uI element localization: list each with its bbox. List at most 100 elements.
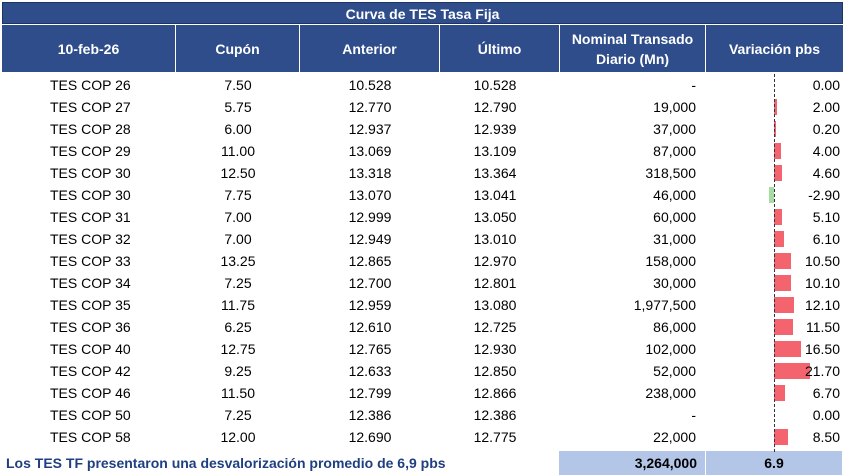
anterior-cell: 12.633	[348, 363, 392, 379]
table-row: TES COP 35 11.75 12.959 13.080 1,977,500 12.1…	[0, 294, 846, 316]
anterior-cell: 12.959	[348, 297, 392, 313]
average-variation: 6.9	[706, 451, 842, 475]
variacion-cell: 8.50	[812, 429, 840, 445]
anterior-cell: 12.700	[348, 275, 392, 291]
cupon-cell: 7.00	[224, 231, 252, 247]
variacion-cell: 0.20	[812, 121, 840, 137]
bond-name: TES COP 36	[50, 319, 131, 335]
variation-bar-positive	[774, 319, 793, 335]
table-row: TES COP 40 12.75 12.765 12.930 102,000 16.50	[0, 338, 846, 360]
cupon-cell: 11.75	[221, 297, 255, 313]
bond-name: TES COP 33	[50, 253, 131, 269]
variacion-cell: 6.10	[812, 231, 840, 247]
bond-name: TES COP 31	[50, 209, 131, 225]
ultimo-cell: 10.528	[473, 77, 517, 93]
nominal-cell: 31,000	[653, 231, 696, 247]
nominal-cell: 238,000	[645, 385, 696, 401]
variation-bar-positive	[774, 143, 781, 159]
table-row: TES COP 30 7.75 13.070 13.041 46,000 -2.90	[0, 184, 846, 206]
ultimo-cell: 13.041	[473, 187, 517, 203]
header-nominal-line1: Nominal Transado	[571, 30, 694, 47]
bond-name: TES COP 30	[50, 165, 131, 181]
variation-bar-positive	[774, 121, 776, 137]
variation-bar-positive	[774, 297, 794, 313]
table-row: TES COP 34 7.25 12.700 12.801 30,000 10.10	[0, 272, 846, 294]
anterior-cell: 12.770	[348, 99, 392, 115]
anterior-cell: 12.999	[348, 209, 392, 225]
bond-name: TES COP 28	[50, 121, 131, 137]
cupon-cell: 7.00	[224, 209, 252, 225]
nominal-cell: 60,000	[653, 209, 696, 225]
cupon-cell: 12.75	[220, 341, 256, 357]
ultimo-cell: 12.386	[473, 407, 517, 423]
cupon-cell: 7.75	[224, 187, 252, 203]
nominal-cell: 52,000	[653, 363, 696, 379]
cupon-cell: 7.50	[224, 77, 252, 93]
bond-name: TES COP 30	[50, 187, 131, 203]
bond-name: TES COP 27	[50, 99, 131, 115]
variation-bar-negative	[769, 187, 774, 203]
anterior-cell: 12.865	[348, 253, 392, 269]
anterior-cell: 12.937	[348, 121, 392, 137]
variacion-cell: -2.90	[808, 187, 840, 203]
anterior-cell: 13.069	[348, 143, 392, 159]
variacion-cell: 0.00	[812, 77, 840, 93]
variacion-cell: 5.10	[812, 209, 840, 225]
anterior-cell: 12.386	[348, 407, 392, 423]
anterior-cell: 12.610	[348, 319, 392, 335]
cupon-cell: 6.00	[224, 121, 252, 137]
variation-bar-positive	[774, 429, 789, 445]
cupon-cell: 11.50	[221, 385, 255, 401]
variacion-cell: 4.00	[812, 143, 840, 159]
nominal-cell: -	[691, 407, 696, 423]
nominal-cell: 1,977,500	[633, 297, 696, 313]
ultimo-cell: 12.850	[473, 363, 517, 379]
table-row: TES COP 46 11.50 12.799 12.866 238,000 6.70	[0, 382, 846, 404]
table-row: TES COP 32 7.00 12.949 13.010 31,000 6.10	[0, 228, 846, 250]
ultimo-cell: 12.930	[473, 341, 517, 357]
nominal-cell: -	[691, 77, 696, 93]
footer-summary: Los TES TF presentaron una desvalorizaci…	[6, 455, 446, 471]
table-row: TES COP 26 7.50 10.528 10.528 - 0.00	[0, 74, 846, 96]
variation-bar-positive	[774, 209, 783, 225]
table-row: TES COP 50 7.25 12.386 12.386 - 0.00	[0, 404, 846, 426]
header-nominal-line2: Diario (Mn)	[595, 50, 670, 67]
bond-name: TES COP 42	[50, 363, 131, 379]
variacion-cell: 10.10	[804, 275, 840, 291]
ultimo-cell: 12.775	[473, 429, 517, 445]
nominal-cell: 19,000	[653, 99, 696, 115]
variation-bar-positive	[774, 275, 791, 291]
cupon-cell: 6.25	[224, 319, 252, 335]
variation-bar-positive	[774, 99, 778, 115]
ultimo-cell: 12.866	[473, 385, 517, 401]
variation-bar-positive	[774, 165, 782, 181]
anterior-cell: 13.070	[348, 187, 392, 203]
ultimo-cell: 13.080	[473, 297, 517, 313]
table-title: Curva de TES Tasa Fija	[2, 2, 843, 24]
header-ultimo: Último	[440, 25, 560, 72]
bond-name: TES COP 58	[50, 429, 131, 445]
bond-name: TES COP 46	[50, 385, 131, 401]
header-anterior: Anterior	[300, 25, 440, 72]
variation-zero-axis	[774, 74, 775, 452]
bond-name: TES COP 29	[50, 143, 131, 159]
cupon-cell: 12.50	[220, 165, 256, 181]
table-row: TES COP 42 9.25 12.633 12.850 52,000 21.70	[0, 360, 846, 382]
anterior-cell: 12.690	[348, 429, 392, 445]
ultimo-cell: 12.970	[473, 253, 517, 269]
anterior-cell: 12.949	[348, 231, 392, 247]
ultimo-cell: 12.790	[473, 99, 517, 115]
nominal-cell: 30,000	[653, 275, 696, 291]
variation-bar-positive	[774, 385, 786, 401]
table-row: TES COP 58 12.00 12.690 12.775 22,000 8.50	[0, 426, 846, 448]
bond-name: TES COP 26	[50, 77, 131, 93]
header-date: 10-feb-26	[2, 25, 176, 72]
bond-name: TES COP 50	[50, 407, 131, 423]
table-row: TES COP 29 11.00 13.069 13.109 87,000 4.00	[0, 140, 846, 162]
cupon-cell: 11.00	[221, 143, 255, 159]
table-row: TES COP 36 6.25 12.610 12.725 86,000 11.50	[0, 316, 846, 338]
anterior-cell: 12.765	[348, 341, 392, 357]
variation-bar-positive	[774, 363, 810, 379]
variacion-cell: 4.60	[812, 165, 840, 181]
